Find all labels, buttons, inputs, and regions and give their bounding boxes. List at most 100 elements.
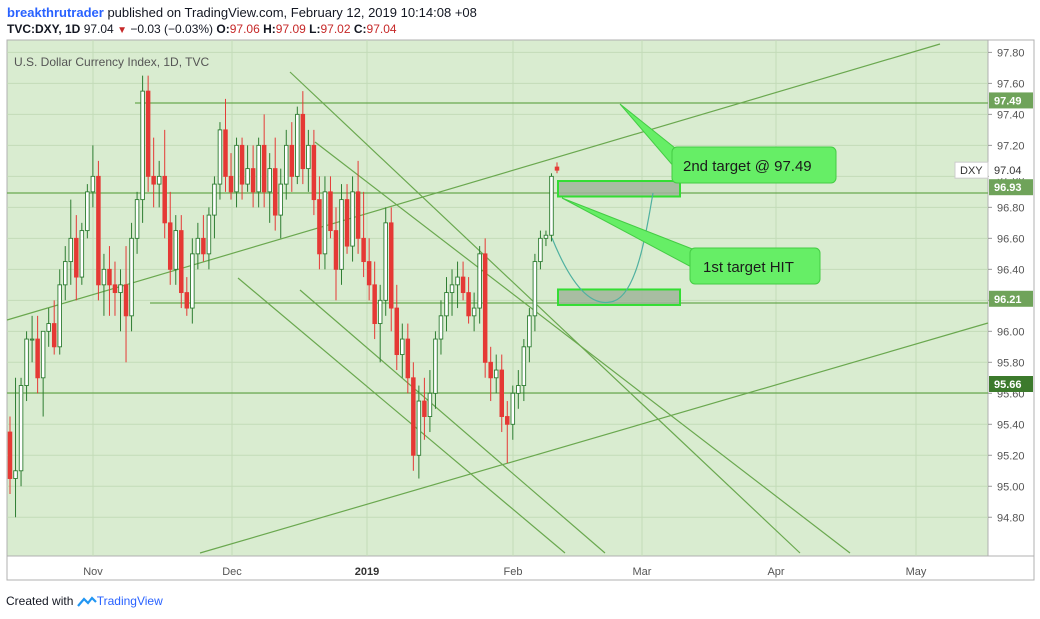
- candle: [145, 75, 151, 192]
- author-link[interactable]: breakthrutrader: [7, 5, 104, 20]
- candle-body: [18, 385, 24, 472]
- level-label: 97.49: [994, 95, 1022, 107]
- candle: [554, 162, 560, 174]
- candle-body: [40, 330, 46, 379]
- candle: [532, 253, 538, 332]
- down-arrow-icon: ▼: [117, 25, 127, 36]
- candle-body: [63, 261, 68, 286]
- candle: [411, 362, 416, 471]
- candle-body: [234, 144, 239, 193]
- publish-line: breakthrutrader published on TradingView…: [7, 5, 477, 20]
- candle: [57, 269, 62, 355]
- candles: [7, 75, 560, 518]
- candle: [167, 191, 173, 285]
- candle-body: [306, 144, 311, 170]
- candle-body: [112, 284, 118, 294]
- candle: [543, 230, 549, 247]
- candle-body: [101, 268, 107, 286]
- candle: [206, 207, 212, 270]
- tradingview-link[interactable]: TradingView: [96, 594, 163, 608]
- candle: [510, 385, 516, 440]
- target-zone: [557, 180, 681, 198]
- candle: [289, 122, 295, 192]
- callout-text-1st-target: 1st target HIT: [703, 259, 794, 276]
- candle-body: [206, 214, 212, 255]
- candle: [278, 168, 283, 239]
- candle: [85, 184, 90, 239]
- candle-body: [527, 315, 532, 348]
- candle-body: [295, 113, 300, 177]
- footer: Created with TradingView: [6, 594, 163, 608]
- candle-body: [355, 191, 361, 239]
- candle-body: [554, 166, 560, 171]
- x-tick-label: Apr: [767, 566, 784, 578]
- published-text: published on TradingView.com, February 1…: [107, 5, 477, 20]
- last-price-label: 97.04: [994, 165, 1022, 177]
- candle: [377, 284, 383, 363]
- candle-body: [549, 175, 554, 236]
- level-label-bg: [989, 92, 1033, 109]
- candle: [217, 122, 223, 200]
- candle-body: [46, 323, 51, 332]
- candle: [18, 377, 24, 487]
- plot-area: [7, 40, 988, 556]
- candle-body: [317, 199, 322, 255]
- candle-body: [96, 175, 101, 286]
- candle-body: [444, 292, 449, 317]
- level-label-bg: [989, 290, 1033, 307]
- trendline: [314, 141, 851, 554]
- trendline: [289, 71, 801, 554]
- candle: [405, 323, 411, 394]
- candle-body: [140, 90, 145, 201]
- candle-body: [167, 222, 173, 270]
- candle: [184, 277, 190, 316]
- candle: [328, 176, 333, 239]
- candle: [162, 129, 167, 239]
- candle-body: [416, 400, 422, 456]
- candle: [68, 199, 74, 285]
- candle-body: [7, 431, 13, 479]
- candle: [190, 238, 195, 324]
- candle-body: [51, 323, 57, 348]
- callout-text-2nd-target: 2nd target @ 97.49: [683, 158, 812, 175]
- candle-body: [217, 129, 223, 185]
- candle: [129, 222, 134, 332]
- open-label: O:: [216, 22, 230, 36]
- candle: [195, 222, 201, 270]
- candle: [444, 277, 449, 332]
- candle: [372, 261, 377, 340]
- high-value: 97.09: [275, 22, 306, 36]
- candle-body: [79, 230, 85, 278]
- candle: [394, 284, 400, 371]
- candle: [272, 137, 278, 231]
- trendline: [6, 43, 941, 321]
- candle-body: [278, 183, 283, 216]
- candle-body: [85, 191, 90, 232]
- candle-body: [482, 253, 488, 363]
- chart-title: U.S. Dollar Currency Index, 1D, TVC: [14, 55, 210, 69]
- candle: [322, 176, 328, 270]
- candle: [140, 75, 145, 223]
- candle: [74, 215, 79, 301]
- candle: [256, 137, 261, 208]
- x-tick-label: Dec: [222, 566, 242, 578]
- y-tick-label: 97.20: [997, 140, 1025, 152]
- price-change: −0.03 (−0.03%): [130, 22, 214, 36]
- candle: [123, 246, 129, 363]
- y-tick-label: 95.00: [997, 481, 1025, 493]
- candle-body: [328, 191, 333, 232]
- candle-body: [322, 191, 328, 255]
- candle-body: [179, 230, 184, 294]
- candle: [63, 246, 68, 301]
- candle: [427, 370, 433, 433]
- candle: [355, 160, 361, 254]
- candle-body: [394, 307, 400, 356]
- candle: [201, 215, 206, 262]
- candle: [482, 238, 488, 378]
- symbol-tag: DXY: [960, 165, 983, 177]
- last-price: 97.04: [83, 22, 114, 36]
- candle: [96, 160, 101, 301]
- y-tick-label: 95.20: [997, 450, 1025, 462]
- candle: [466, 277, 471, 324]
